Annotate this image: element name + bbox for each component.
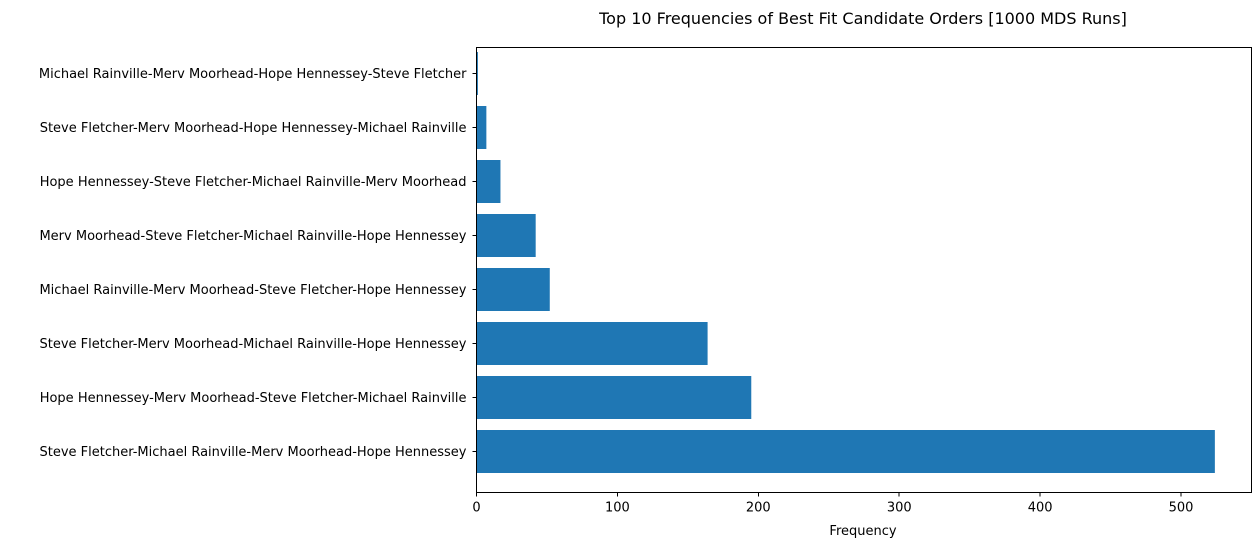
bar: [476, 322, 708, 365]
x-tick-label: 200: [746, 501, 771, 516]
y-tick-label: Michael Rainville-Merv Moorhead-Hope Hen…: [39, 67, 467, 82]
x-tick-label: 100: [605, 501, 630, 516]
y-tick-label: Merv Moorhead-Steve Fletcher-Michael Rai…: [39, 229, 466, 244]
bar: [476, 376, 752, 419]
x-tick-label: 400: [1028, 501, 1053, 516]
y-tick-label: Steve Fletcher-Michael Rainville-Merv Mo…: [39, 445, 466, 460]
x-axis: 0 100 200 300 400 500: [472, 492, 1194, 516]
y-tick-label: Michael Rainville-Merv Moorhead-Steve Fl…: [39, 283, 466, 298]
y-axis: Steve Fletcher-Michael Rainville-Merv Mo…: [39, 67, 477, 460]
y-tick-label: Steve Fletcher-Merv Moorhead-Michael Rai…: [39, 337, 466, 352]
chart-title: Top 10 Frequencies of Best Fit Candidate…: [598, 9, 1127, 28]
y-tick-label: Hope Hennessey-Steve Fletcher-Michael Ra…: [40, 175, 467, 190]
x-tick-label: 500: [1169, 501, 1194, 516]
plot-frame: [476, 47, 1252, 493]
y-tick-label: Hope Hennessey-Merv Moorhead-Steve Fletc…: [40, 391, 467, 406]
bar: [476, 106, 487, 149]
bar: [476, 214, 536, 257]
bar: [476, 160, 501, 203]
bar: [476, 430, 1215, 473]
bar: [476, 52, 478, 95]
x-tick-label: 300: [887, 501, 912, 516]
bar: [476, 268, 550, 311]
y-tick-label: Steve Fletcher-Merv Moorhead-Hope Hennes…: [40, 121, 467, 136]
x-tick-label: 0: [472, 501, 480, 516]
bars-group: [476, 52, 1215, 473]
x-axis-label: Frequency: [829, 524, 896, 539]
